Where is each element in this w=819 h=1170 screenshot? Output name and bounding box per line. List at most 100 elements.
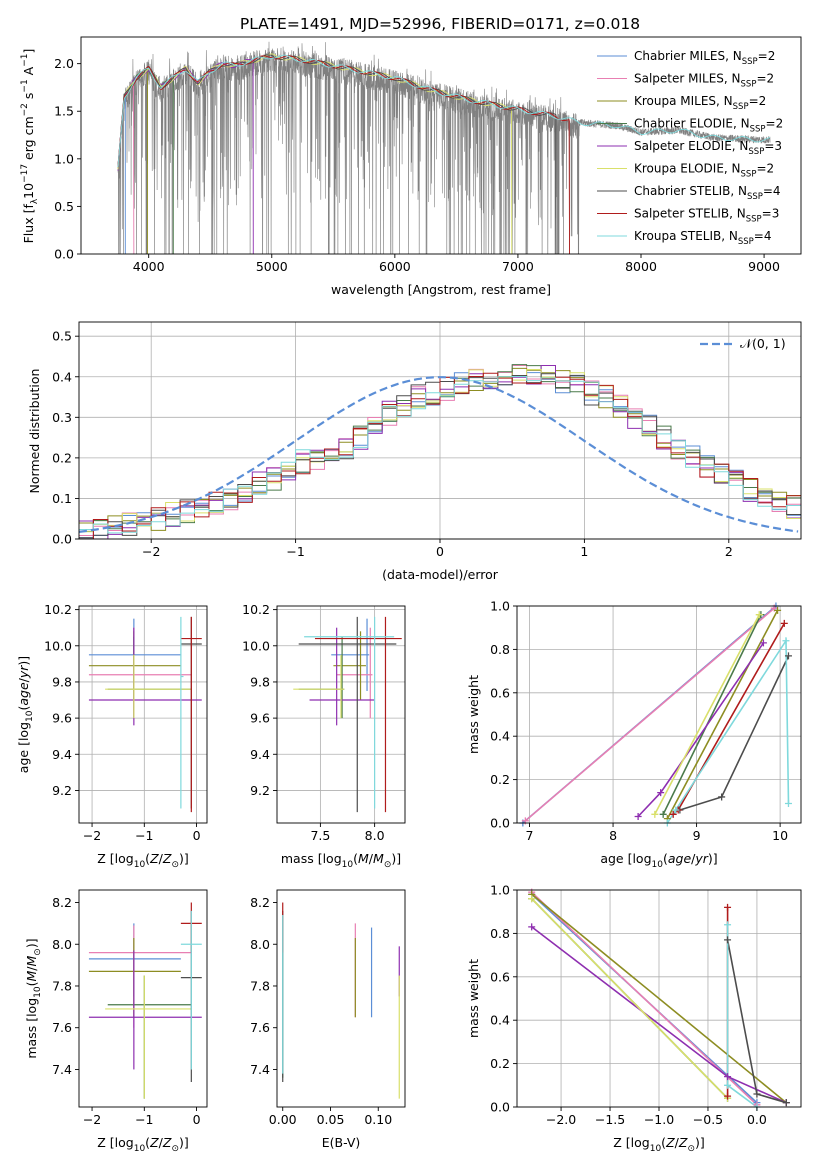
x-tick-label: −2.0 — [546, 1112, 576, 1127]
mass-weight-marker — [718, 793, 726, 801]
histogram-step — [79, 376, 801, 534]
spectrum-panel: 4000 5000 6000 7000 8000 9000 0.0 0.5 1.0 1.5 2.0 C… — [20, 36, 802, 297]
x-tick-label: 0 — [436, 544, 444, 559]
mass-weight-line — [666, 638, 790, 823]
mass-weight-marker — [724, 1092, 732, 1100]
axes-frame — [516, 605, 802, 824]
y-tick-label: 0.3 — [52, 410, 72, 425]
x-axis-label: age [log10(age/yr)] — [600, 851, 717, 870]
x-tick-label: 1 — [580, 544, 588, 559]
x-tick-label: 0 — [193, 828, 201, 843]
mass-weight-line — [531, 898, 729, 1099]
y-tick-label: 10.0 — [44, 638, 72, 653]
y-tick-label: 7.8 — [250, 978, 270, 993]
mass-weight-marker — [659, 810, 667, 818]
y-tick-label: 0.0 — [54, 247, 74, 262]
mass-weight-line — [654, 614, 760, 815]
legend-label: Salpeter MILES, NSSP=2 — [634, 72, 774, 90]
x-tick-label: 6000 — [379, 259, 411, 274]
x-tick-label: 7.5 — [310, 828, 330, 843]
x-tick-label: −2 — [83, 1112, 101, 1127]
y-tick-label: 0.8 — [490, 642, 510, 657]
y-tick-label: 0.4 — [52, 369, 72, 384]
y-tick-label: 0.0 — [52, 532, 72, 547]
y-axis-label: Normed distribution — [27, 369, 42, 494]
mass-weight-line — [524, 607, 775, 822]
plot-area — [88, 616, 202, 813]
axes-frame — [78, 889, 208, 1108]
y-tick-label: 0.4 — [490, 1013, 510, 1028]
y-tick-label: 10.2 — [44, 602, 72, 617]
mass-weight-marker — [724, 921, 732, 929]
mass-weight-marker — [780, 619, 788, 627]
legend-label: 𝒩(0, 1) — [740, 336, 786, 351]
x-axis-label: (data-model)/error — [382, 567, 499, 582]
legend-label: Kroupa ELODIE, NSSP=2 — [634, 162, 774, 180]
spectrum-legend: Chabrier MILES, NSSP=2 Salpeter MILES, NS… — [597, 49, 783, 247]
y-tick-label: 9.4 — [250, 747, 270, 762]
mass-weight-line — [666, 609, 779, 820]
plot-area — [79, 364, 801, 539]
mass-weight-vs-Z-panel: −2.0 −1.5 −1.0 −0.5 0.0 0.0 0.2 0.4 0.6 0.8 1.0 Z [… — [466, 883, 802, 1154]
plot-area — [282, 902, 400, 1099]
histogram-panel: −2 −1 0 1 2 0.0 0.1 0.2 0.3 0.4 0.5 𝒩(0, 1) (data-mo… — [27, 321, 802, 582]
mass-weight-marker — [528, 895, 536, 903]
x-tick-label: −1.5 — [595, 1112, 625, 1127]
legend-label: Chabrier STELIB, NSSP=4 — [634, 184, 781, 202]
y-axis-label: mass weight — [466, 675, 481, 754]
y-axis-label: mass [log10(M/M⊙)] — [24, 938, 43, 1058]
mass-weight-line — [531, 893, 787, 1104]
y-tick-label: 0.6 — [490, 685, 510, 700]
axes-frame — [276, 889, 406, 1108]
mass-vs-EBV-panel: 0.00 0.05 0.10 7.4 7.6 7.8 8.0 8.2 E(B-V) — [250, 889, 406, 1150]
x-tick-label: −2 — [83, 828, 101, 843]
y-tick-label: 7.4 — [52, 1062, 72, 1077]
y-tick-label: 8.2 — [52, 895, 72, 910]
x-tick-label: 10 — [772, 828, 788, 843]
mass-weight-marker — [782, 637, 790, 645]
x-tick-label: −1 — [135, 1112, 153, 1127]
y-tick-label: 7.4 — [250, 1062, 270, 1077]
y-tick-label: 1.0 — [54, 151, 74, 166]
model-spectrum — [117, 54, 771, 168]
plot-area — [117, 41, 771, 254]
x-tick-label: 8000 — [625, 259, 657, 274]
mass-weight-marker — [724, 903, 732, 911]
y-tick-label: 1.0 — [490, 883, 510, 898]
x-tick-label: 2 — [725, 544, 733, 559]
x-tick-label: 7000 — [502, 259, 534, 274]
mass-weight-marker — [672, 806, 680, 814]
mass-weight-marker — [657, 789, 665, 797]
y-axis-label: Flux [fλ10−17 erg cm−2 s−1 A−1] — [20, 49, 40, 244]
age-vs-Z-panel: −2 −1 0 9.2 9.4 9.6 9.8 10.0 10.2 Z [log10(Z/Z⊙)]… — [16, 602, 208, 870]
y-tick-label: 9.6 — [52, 711, 72, 726]
mass-weight-line — [662, 614, 762, 815]
x-tick-label: 9 — [693, 828, 701, 843]
x-tick-label: 0.05 — [317, 1112, 345, 1127]
mass-weight-marker — [724, 1073, 732, 1081]
y-tick-label: 9.2 — [52, 783, 72, 798]
y-tick-label: 7.6 — [52, 1020, 72, 1035]
y-tick-label: 9.2 — [250, 783, 270, 798]
y-tick-label: 8.0 — [250, 937, 270, 952]
x-tick-label: 0.10 — [364, 1112, 392, 1127]
figure-title: PLATE=1491, MJD=52996, FIBERID=0171, z=0… — [240, 15, 640, 33]
mass-weight-marker — [528, 923, 536, 931]
model-spectrum — [117, 53, 513, 254]
x-tick-label: 0 — [193, 1112, 201, 1127]
x-axis-label: Z [log10(Z/Z⊙)] — [613, 1135, 705, 1154]
y-axis-label: mass weight — [466, 959, 481, 1038]
legend-label: Chabrier MILES, NSSP=2 — [634, 49, 775, 67]
x-tick-label: 8 — [609, 828, 617, 843]
mass-weight-marker — [724, 1081, 732, 1089]
y-tick-label: 0.0 — [490, 816, 510, 831]
y-tick-label: 8.2 — [250, 895, 270, 910]
mass-weight-marker — [753, 1090, 761, 1098]
x-axis-label: mass [log10(M/M⊙)] — [281, 851, 401, 870]
axes-frame — [276, 605, 406, 824]
mass-weight-marker — [651, 810, 659, 818]
y-tick-label: 0.8 — [490, 926, 510, 941]
y-tick-label: 10.2 — [242, 602, 270, 617]
y-tick-label: 0.6 — [490, 969, 510, 984]
mass-weight-marker — [774, 606, 782, 614]
